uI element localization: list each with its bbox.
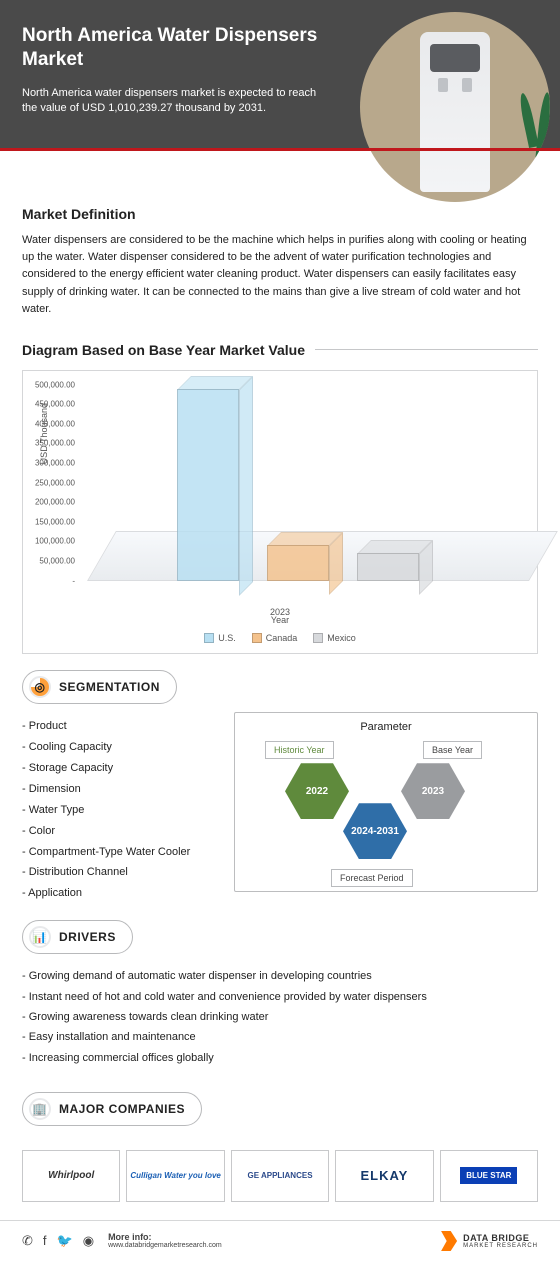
plant-illustration (505, 92, 550, 202)
companies-pill: 🏢 MAJOR COMPANIES (22, 1092, 202, 1126)
segmentation-item: Distribution Channel (22, 862, 222, 883)
hero-banner: North America Water Dispensers Market No… (0, 0, 560, 151)
company-logo: BLUE STAR (440, 1150, 538, 1202)
parameter-box: Parameter 20222024-20312023 Historic Year… (234, 712, 538, 892)
drivers-list: Growing demand of automatic water dispen… (22, 966, 538, 1068)
facebook-icon[interactable]: f (43, 1233, 47, 1249)
segmentation-item: Dimension (22, 779, 222, 800)
bar-canada (267, 532, 329, 580)
driver-item: Growing awareness towards clean drinking… (22, 1007, 538, 1027)
y-tick: 100,000.00 (35, 537, 79, 546)
driver-item: Instant need of hot and cold water and c… (22, 987, 538, 1007)
legend-item: Mexico (313, 633, 356, 644)
heading-rule (315, 349, 538, 350)
legend-item: U.S. (204, 633, 236, 644)
companies-label: MAJOR COMPANIES (59, 1102, 185, 1116)
chart-legend: U.S. Canada Mexico (31, 633, 529, 644)
companies-header: 🏢 MAJOR COMPANIES (22, 1092, 538, 1126)
drivers-pill: 📊 DRIVERS (22, 920, 133, 954)
y-tick: 500,000.00 (35, 380, 79, 389)
segmentation-item: Application (22, 883, 222, 904)
drivers-header: 📊 DRIVERS (22, 920, 538, 954)
y-tick: 350,000.00 (35, 439, 79, 448)
segmentation-item: Product (22, 716, 222, 737)
hex-2022: 2022 (285, 763, 349, 819)
page-title: North America Water Dispensers Market (22, 24, 322, 72)
instagram-icon[interactable]: ◉ (83, 1233, 94, 1249)
y-tick: 450,000.00 (35, 400, 79, 409)
brand-mark-icon (441, 1231, 457, 1251)
param-tag: Historic Year (265, 741, 334, 759)
more-info-label: More info: (108, 1232, 222, 1242)
company-logo: Whirlpool (22, 1150, 120, 1202)
driver-item: Easy installation and maintenance (22, 1027, 538, 1047)
legend-item: Canada (252, 633, 298, 644)
chart-heading-row: Diagram Based on Base Year Market Value (0, 324, 560, 364)
segmentation-label: SEGMENTATION (59, 680, 160, 694)
segmentation-item: Color (22, 821, 222, 842)
hero-image (360, 12, 550, 202)
brand-name-top: DATA BRIDGE (463, 1233, 538, 1243)
y-tick: 200,000.00 (35, 498, 79, 507)
chart-x-axis-label: Year (31, 615, 529, 625)
chart-heading: Diagram Based on Base Year Market Value (22, 342, 305, 358)
segmentation-row: ProductCooling CapacityStorage CapacityD… (0, 712, 560, 904)
y-tick: - (72, 576, 79, 585)
param-tag: Forecast Period (331, 869, 413, 887)
chart-icon: 📊 (29, 926, 51, 948)
drivers-label: DRIVERS (59, 930, 116, 944)
y-tick: 250,000.00 (35, 478, 79, 487)
company-logo-row: WhirlpoolCulligan Water you loveGE APPLI… (22, 1150, 538, 1202)
water-dispenser-illustration (420, 32, 490, 192)
segmentation-item: Storage Capacity (22, 758, 222, 779)
y-tick: 150,000.00 (35, 517, 79, 526)
definition-heading: Market Definition (22, 206, 538, 222)
company-logo: ELKAY (335, 1150, 433, 1202)
segmentation-pill: ◎ SEGMENTATION (22, 670, 177, 704)
y-tick: 300,000.00 (35, 459, 79, 468)
companies-section: WhirlpoolCulligan Water you loveGE APPLI… (0, 1134, 560, 1214)
company-logo: GE APPLIANCES (231, 1150, 329, 1202)
target-icon: ◎ (29, 676, 51, 698)
social-icons: ✆ f 🐦 ◉ (22, 1233, 94, 1249)
param-tag: Base Year (423, 741, 482, 759)
brand-name-bottom: MARKET RESEARCH (463, 1243, 538, 1249)
more-info: More info: www.databridgemarketresearch.… (108, 1232, 222, 1249)
driver-item: Growing demand of automatic water dispen… (22, 966, 538, 986)
more-info-url[interactable]: www.databridgemarketresearch.com (108, 1242, 222, 1249)
company-logo: Culligan Water you love (126, 1150, 224, 1202)
parameter-title: Parameter (243, 721, 529, 733)
chart-y-axis-label: USD Thousand (39, 403, 49, 464)
chart-y-ticks: 500,000.00450,000.00400,000.00350,000.00… (79, 385, 87, 581)
segmentation-item: Cooling Capacity (22, 737, 222, 758)
bar-mexico (357, 540, 419, 580)
drivers-section: Growing demand of automatic water dispen… (0, 962, 560, 1076)
driver-item: Increasing commercial offices globally (22, 1048, 538, 1068)
bar-chart: USD Thousand 500,000.00450,000.00400,000… (22, 370, 538, 655)
segmentation-item: Compartment-Type Water Cooler (22, 842, 222, 863)
y-tick: 400,000.00 (35, 419, 79, 428)
y-tick: 50,000.00 (39, 557, 79, 566)
hex-2024-2031: 2024-2031 (343, 803, 407, 859)
segmentation-header: ◎ SEGMENTATION (22, 670, 538, 704)
building-icon: 🏢 (29, 1098, 51, 1120)
hex-2023: 2023 (401, 763, 465, 819)
brand-logo: DATA BRIDGE MARKET RESEARCH (441, 1231, 538, 1251)
twitter-icon[interactable]: 🐦 (57, 1233, 73, 1249)
segmentation-list: ProductCooling CapacityStorage CapacityD… (22, 712, 222, 904)
segmentation-item: Water Type (22, 800, 222, 821)
definition-text: Water dispensers are considered to be th… (22, 232, 538, 317)
footer: ✆ f 🐦 ◉ More info: www.databridgemarketr… (0, 1220, 560, 1267)
hero-subtitle: North America water dispensers market is… (22, 86, 322, 118)
bar-us (177, 376, 239, 581)
whatsapp-icon[interactable]: ✆ (22, 1233, 33, 1249)
